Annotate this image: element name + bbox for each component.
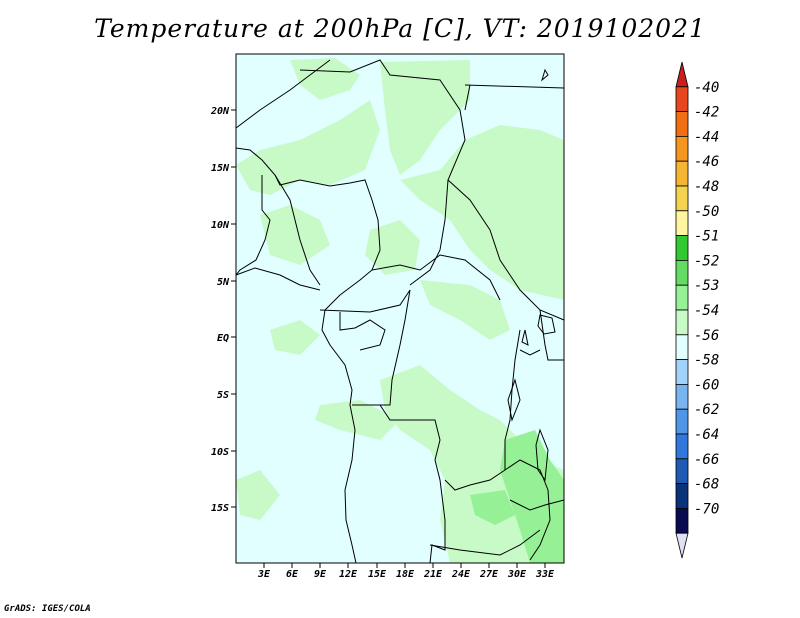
lake-outline [537,314,556,335]
colorbar-segment [675,507,689,534]
colorbar-label: -50 [694,204,719,220]
colorbar-segment [675,408,689,435]
colorbar-segment [675,259,689,286]
shade-region-strong [470,490,515,525]
lon-labels: 3E 6E 9E 12E 15E 18E 21E 24E 27E 30E 33E [257,569,555,580]
colorbar-segment [675,334,689,360]
colorbar-label: -54 [694,303,719,319]
border-line [539,309,564,361]
border-line [339,312,386,351]
shade-region [400,125,564,300]
lake-outline [521,329,529,346]
shade-region [315,400,400,440]
colorbar-segment [675,111,689,137]
colorbar-label: -56 [694,328,719,344]
colorbar-label: -60 [694,377,719,393]
border-line [235,267,321,291]
lon-label: 24E [451,569,471,580]
colorbar-segment [675,185,689,212]
colorbar-label: -48 [694,179,719,195]
colorbar-label: -62 [694,402,719,418]
colorbar-label: -70 [694,501,719,517]
colorbar-label: -40 [694,80,719,96]
chart-title: Temperature at 200hPa [C], VT: 201910202… [94,14,706,43]
colorbar-segment [675,235,689,261]
border-line [235,175,271,276]
lon-label: 6E [286,569,299,580]
colorbar-segment [675,135,689,162]
border-line [504,329,551,561]
lat-label: 5S [217,390,229,401]
colorbar-label: -44 [694,129,719,145]
shade-region [260,205,330,265]
border-line [371,254,501,301]
border-line [429,529,541,556]
axis-ticks [231,109,546,568]
colorbar-segment [675,359,689,385]
lon-label: 30E [507,569,527,580]
colorbar-arrow-bottom [675,532,689,559]
border-line [519,349,541,356]
lon-label: 21E [423,569,443,580]
lat-labels: 20N 15N 10N 5N EQ 5S 10S 15S [210,106,230,514]
colorbar-label: -58 [694,353,719,369]
lon-label: 3E [257,569,271,580]
colorbar-segment [675,160,689,187]
lon-label: 9E [314,569,327,580]
border-line [464,84,471,111]
colorbar-segment [675,284,689,311]
colorbar-label: -46 [694,154,719,170]
colorbar-label: -51 [694,229,719,245]
country-borders [235,59,565,564]
shade-region [270,320,320,355]
colorbar-segment [675,458,689,484]
shade-region [420,280,510,340]
border-line [370,289,411,406]
colorbar-arrow-top [675,61,689,88]
border-line [299,59,466,286]
lat-label: 10S [211,447,229,458]
coast-fragment [541,68,549,82]
lat-label: 20N [210,106,230,117]
colorbar-label: -68 [694,477,719,493]
border-line [464,84,565,89]
shade-region [290,58,360,100]
colorbar-segment [675,210,689,237]
lat-label: 15S [211,503,229,514]
map-frame [235,53,565,564]
lat-label: EQ [217,333,229,344]
shade-region [236,470,280,520]
lat-label: 5N [217,277,230,288]
lake-outline [535,428,549,482]
colorbar-segment [675,383,689,410]
shade-region [380,60,470,175]
lon-label: 33E [535,569,555,580]
lon-label: 18E [396,569,415,580]
colorbar-label: -53 [694,278,719,294]
colorbar-label: -64 [694,427,719,443]
border-line [352,404,446,564]
colorbar-label: -52 [694,253,719,269]
lon-label: 15E [368,569,387,580]
lon-label: 12E [339,569,358,580]
colorbar: -40 -42 -44 -46 -48 -50 -51 -52 -53 -54 -56 -58 -60 -… [675,61,719,559]
border-line [274,174,321,286]
coastline [235,147,381,564]
colorbar-label: -66 [694,452,719,468]
colorbar-segment [675,86,689,113]
lat-label: 10N [211,220,230,231]
lake-outline [507,378,521,422]
lon-label: 27E [479,569,499,580]
border-line [509,499,565,511]
credit-text: GrADS: IGES/COLA [4,604,91,614]
colorbar-segment [675,433,689,460]
border-line [319,289,411,313]
lat-label: 15N [211,163,230,174]
colorbar-segment [675,483,689,509]
border-line [444,469,506,491]
colorbar-segment [675,309,689,336]
border-line [235,59,331,129]
colorbar-label: -42 [694,105,719,121]
